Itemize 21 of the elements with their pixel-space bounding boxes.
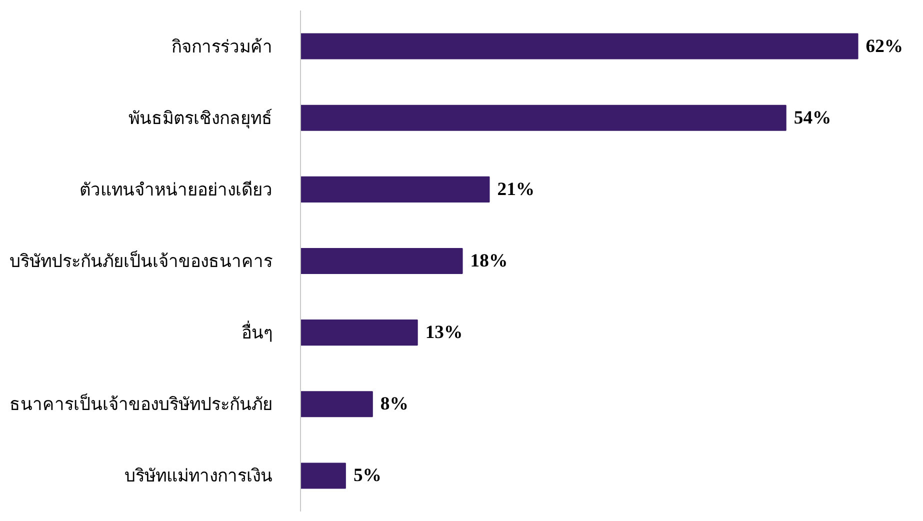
data-label: 54% (794, 107, 832, 128)
data-label: 21% (497, 178, 535, 200)
y-tick-label: บริษัทประกันภัยเป็นเจ้าของธนาคาร (10, 250, 272, 271)
y-tick-label: บริษัทแม่ทางการเงิน (124, 466, 272, 486)
bar (300, 462, 346, 489)
bar (300, 391, 373, 418)
bar (300, 33, 858, 60)
bar (300, 104, 786, 131)
y-tick-label: พันธมิตรเชิงกลยุทธ์ (128, 108, 272, 129)
bar (300, 320, 418, 346)
y-tick-label: ตัวแทนจำหน่ายอย่างเดียว (80, 179, 272, 200)
y-tick-label: ธนาคารเป็นเจ้าของบริษัทประกันภัย (10, 393, 272, 414)
data-label: 13% (425, 322, 463, 344)
data-label: 18% (470, 250, 508, 272)
data-label: 5% (353, 465, 382, 486)
bar (300, 176, 490, 202)
y-tick-label: กิจการร่วมค้า (172, 36, 272, 56)
data-label: 8% (380, 394, 408, 415)
data-label: 62% (866, 36, 904, 57)
bar (300, 248, 463, 274)
y-tick-label: อื่นๆ (242, 320, 272, 343)
